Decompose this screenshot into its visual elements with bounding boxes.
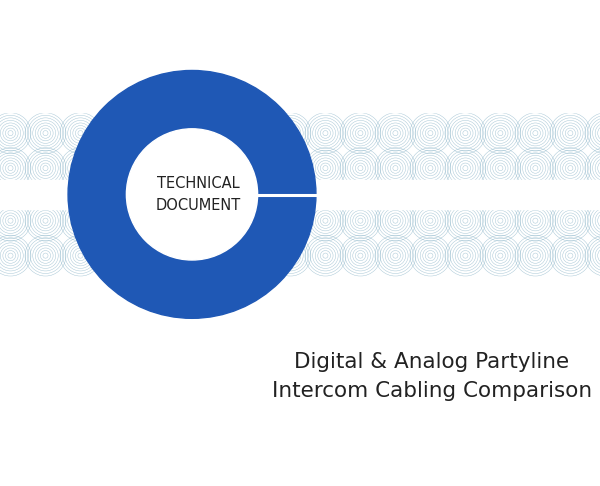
Text: Digital & Analog Partyline: Digital & Analog Partyline <box>295 352 569 372</box>
Text: DOCUMENT: DOCUMENT <box>155 198 241 212</box>
Circle shape <box>68 70 316 318</box>
Text: TECHNICAL: TECHNICAL <box>157 176 239 191</box>
Text: Intercom Cabling Comparison: Intercom Cabling Comparison <box>272 381 592 401</box>
Circle shape <box>127 129 257 260</box>
